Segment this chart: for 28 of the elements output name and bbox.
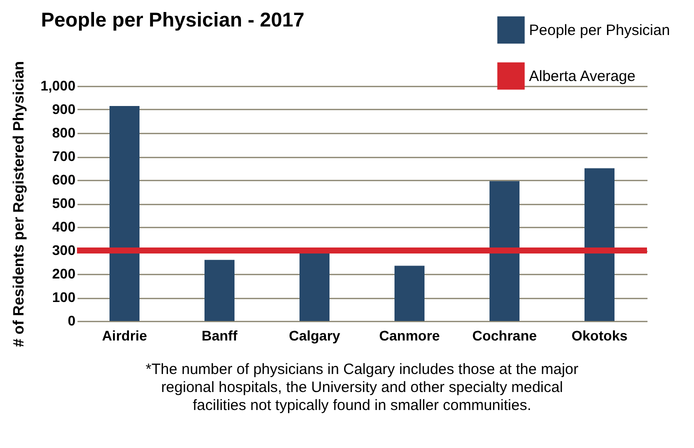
y-tick-label: 400	[52, 218, 76, 234]
chart-title: People per Physician - 2017	[40, 10, 304, 32]
x-tick-label: Okotoks	[571, 328, 628, 344]
x-tick-label: Canmore	[379, 328, 440, 344]
legend-label: People per Physician	[529, 22, 670, 39]
x-tick-label: Airdrie	[102, 328, 148, 344]
x-tick-label: Calgary	[288, 328, 340, 344]
x-tick-label: Cochrane	[472, 328, 537, 344]
bar	[490, 181, 520, 321]
bar	[110, 106, 140, 321]
y-tick-label: 0	[68, 312, 76, 328]
y-tick-label: 300	[52, 242, 76, 258]
x-tick-label: Banff	[202, 328, 238, 344]
bar	[584, 168, 614, 321]
y-tick-label: 200	[52, 266, 76, 282]
y-tick-label: 800	[52, 124, 76, 140]
bar	[204, 260, 234, 321]
bar	[300, 254, 330, 321]
y-tick-label: 100	[52, 289, 76, 305]
y-tick-label: 600	[52, 172, 76, 188]
legend-label: Alberta Average	[529, 68, 636, 85]
y-tick-label: 1,000	[40, 78, 76, 94]
bar	[394, 266, 424, 321]
y-tick-label: 500	[52, 195, 76, 211]
y-tick-label: 900	[52, 101, 76, 117]
y-tick-label: 700	[52, 148, 76, 164]
text: *The number of physicians in Calgary includes those at the major regional hospitals, the University and other specialty medical facilities not typically found in smaller communities.	[146, 361, 578, 414]
y-axis-title: # of Residents per Registered Physician	[10, 61, 28, 347]
